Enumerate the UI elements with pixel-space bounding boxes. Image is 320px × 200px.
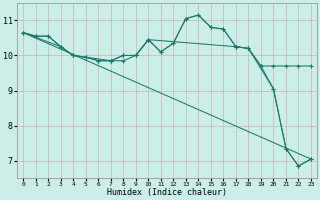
X-axis label: Humidex (Indice chaleur): Humidex (Indice chaleur)	[107, 188, 227, 197]
